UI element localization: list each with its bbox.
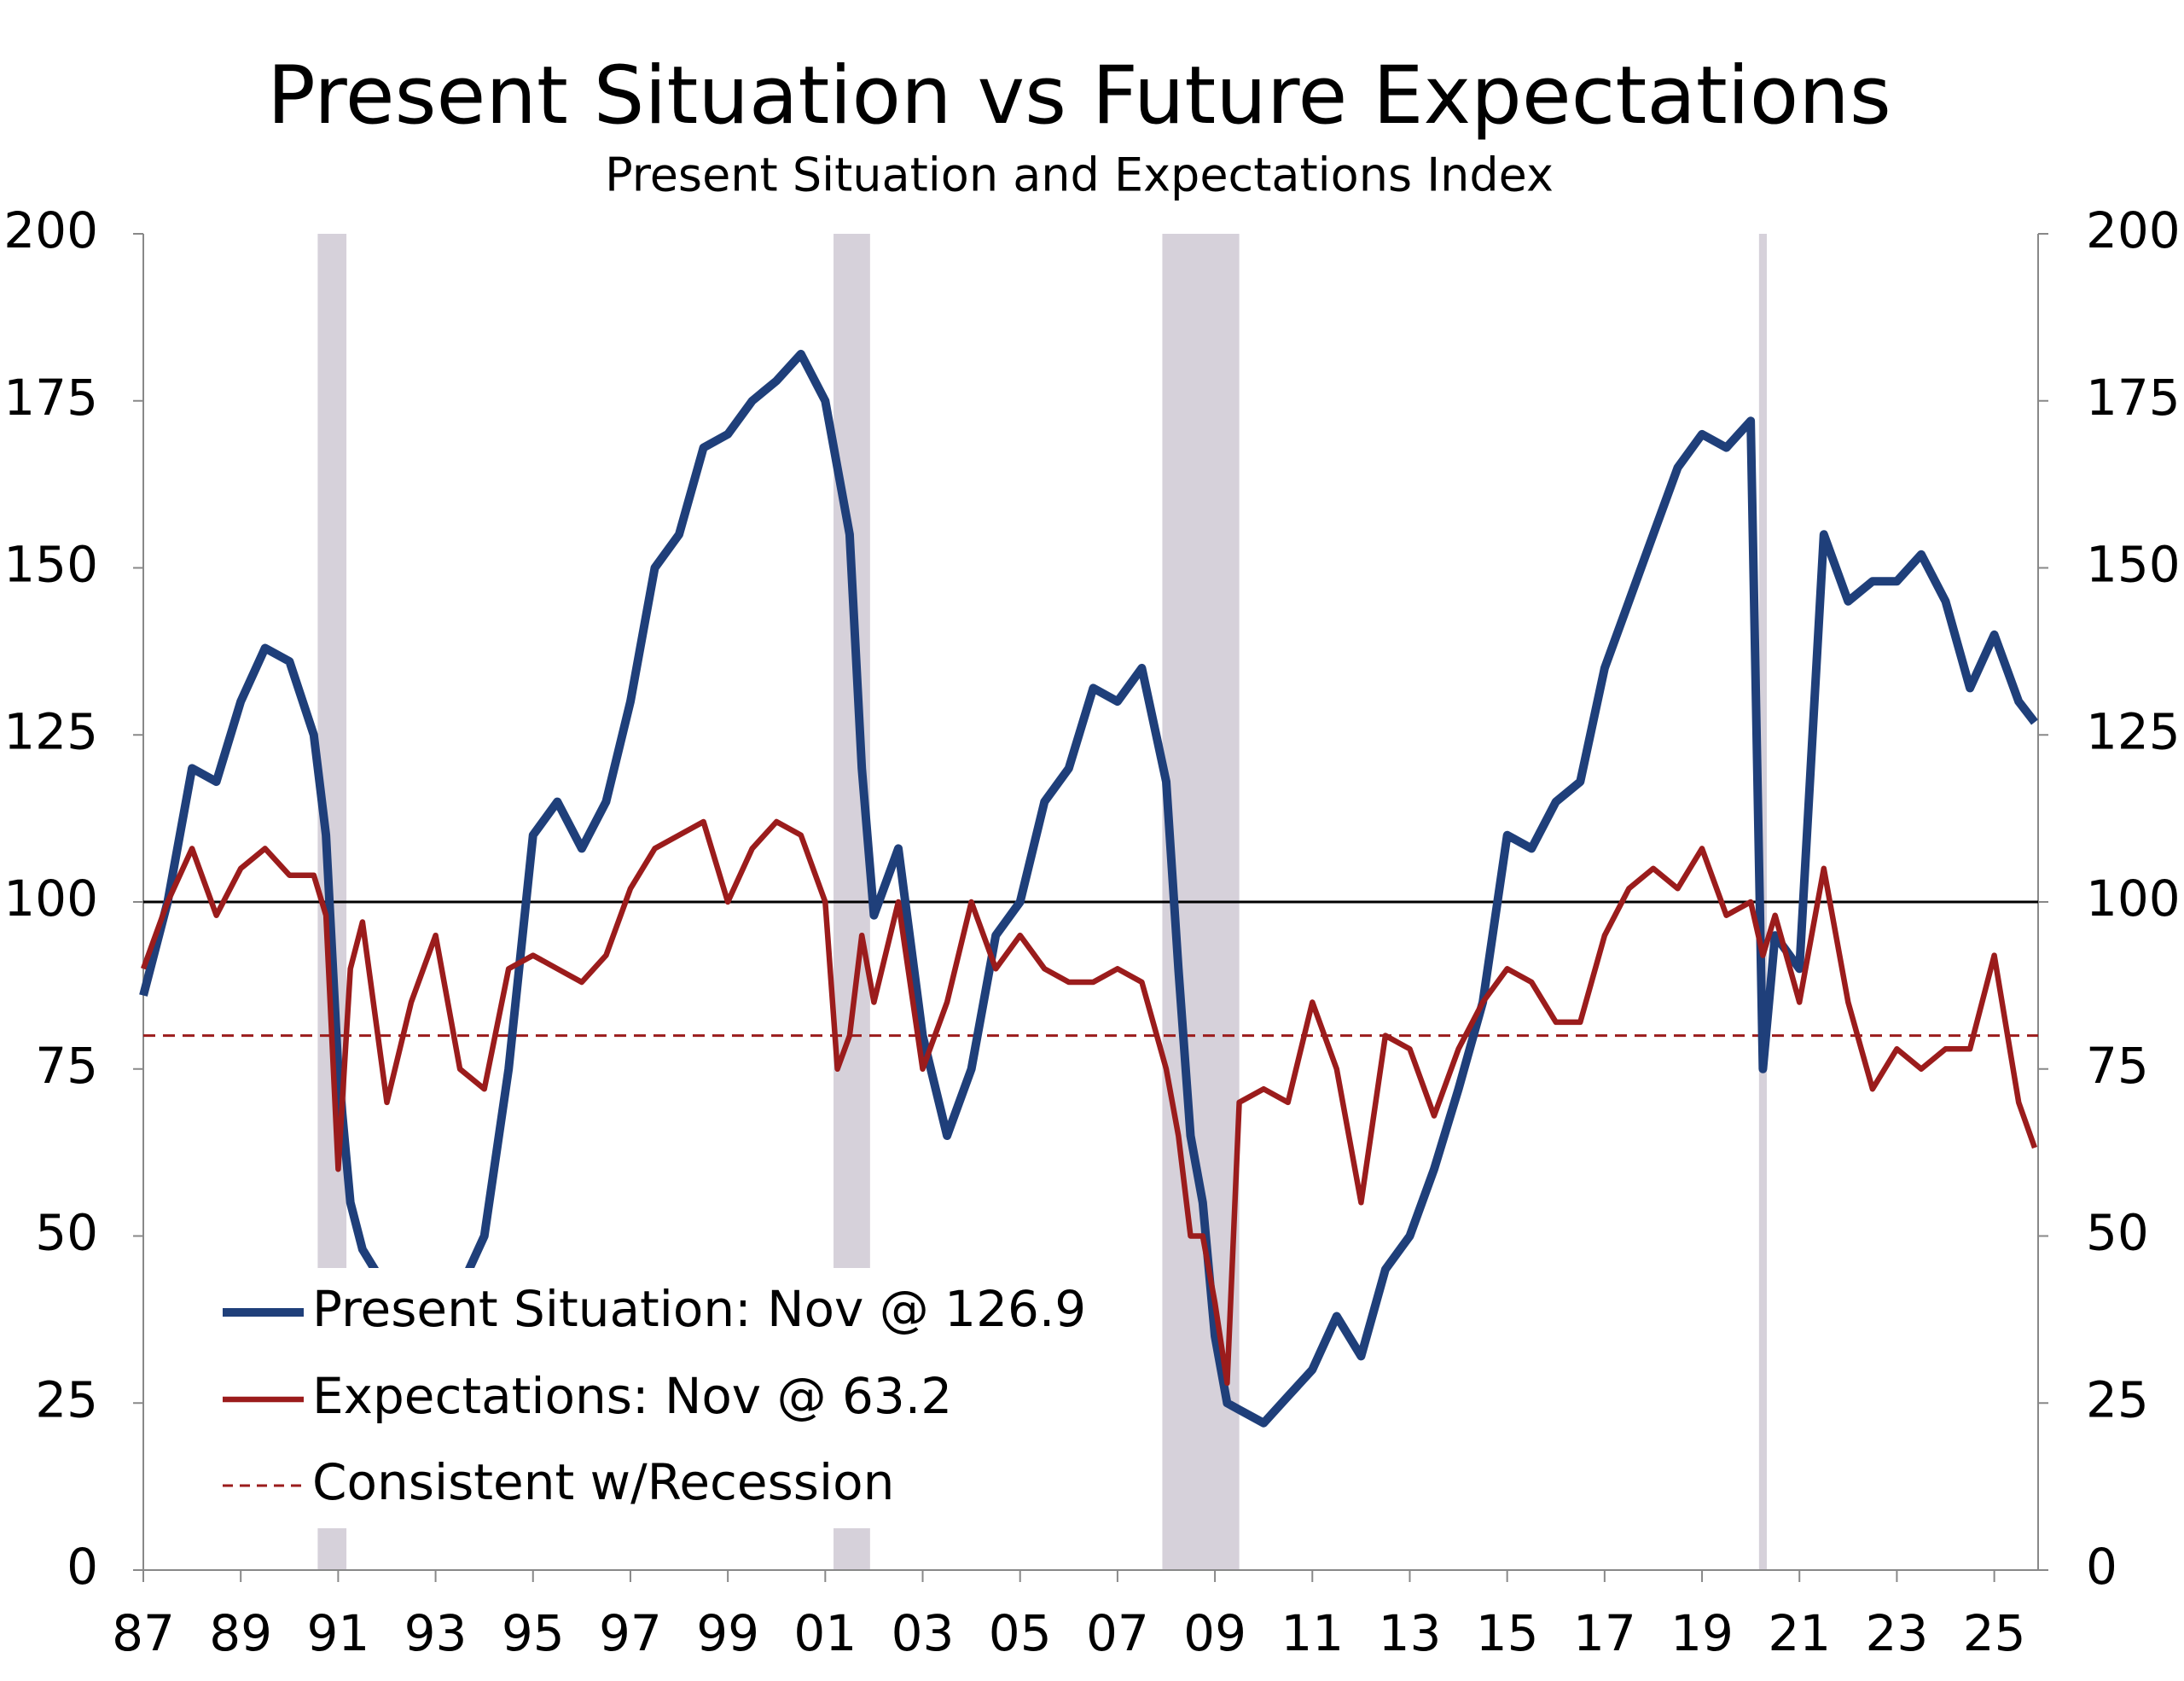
y-tick-label: 75	[35, 1037, 98, 1095]
legend-label: Consistent w/Recession	[312, 1453, 894, 1511]
y2-tick-label: 0	[2086, 1538, 2117, 1596]
x-tick-label: 13	[1379, 1604, 1442, 1662]
y2-tick-label: 100	[2086, 870, 2181, 928]
x-tick-label: 17	[1573, 1604, 1636, 1662]
x-tick-label: 23	[1866, 1604, 1929, 1662]
x-tick-label: 95	[502, 1604, 565, 1662]
y-tick-label: 100	[3, 870, 98, 928]
legend-box	[185, 1268, 1133, 1528]
y-tick-label: 175	[3, 369, 98, 427]
y2-tick-label: 125	[2086, 702, 2181, 760]
x-tick-label: 03	[892, 1604, 955, 1662]
y-tick-label: 50	[35, 1204, 98, 1262]
chart-title: Present Situation vs Future Expectations	[267, 49, 1891, 143]
x-tick-label: 05	[989, 1604, 1052, 1662]
legend-label: Present Situation: Nov @ 126.9	[312, 1280, 1086, 1338]
x-tick-label: 21	[1768, 1604, 1831, 1662]
x-tick-label: 89	[209, 1604, 272, 1662]
y2-tick-label: 50	[2086, 1204, 2149, 1262]
x-tick-label: 93	[404, 1604, 468, 1662]
y2-tick-label: 75	[2086, 1037, 2149, 1095]
x-tick-label: 97	[599, 1604, 662, 1662]
y2-tick-label: 25	[2086, 1370, 2149, 1428]
y-tick-label: 25	[35, 1370, 98, 1428]
chart-subtitle: Present Situation and Expectations Index	[605, 148, 1554, 202]
y-tick-label: 200	[3, 201, 98, 259]
x-tick-label: 99	[696, 1604, 759, 1662]
x-tick-label: 25	[1963, 1604, 2026, 1662]
y2-tick-label: 150	[2086, 536, 2181, 594]
x-tick-label: 15	[1476, 1604, 1539, 1662]
y2-tick-label: 175	[2086, 369, 2181, 427]
x-tick-label: 07	[1086, 1604, 1149, 1662]
y-tick-label: 125	[3, 702, 98, 760]
x-tick-label: 87	[112, 1604, 175, 1662]
x-tick-label: 11	[1281, 1604, 1344, 1662]
legend-label: Expectations: Nov @ 63.2	[312, 1367, 952, 1425]
y-tick-label: 0	[67, 1538, 98, 1596]
series-line	[140, 818, 2038, 1387]
series-line	[139, 349, 2038, 1428]
x-tick-label: 19	[1670, 1604, 1734, 1662]
y2-tick-label: 200	[2086, 201, 2181, 259]
x-tick-label: 91	[306, 1604, 369, 1662]
x-tick-label: 01	[793, 1604, 857, 1662]
y-tick-label: 150	[3, 536, 98, 594]
x-tick-label: 09	[1183, 1604, 1246, 1662]
